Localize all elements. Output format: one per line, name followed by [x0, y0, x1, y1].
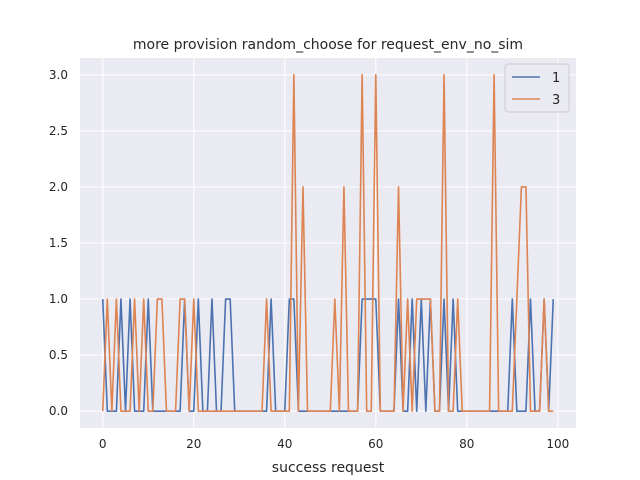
series-layer: [101, 74, 555, 412]
x-tick-label: 60: [368, 437, 383, 451]
x-tick-label: 100: [546, 437, 569, 451]
y-tick-labels: 0.0 0.5 1.0 1.5 2.0 2.5 3.0: [49, 68, 68, 418]
y-tick-label: 1.5: [49, 236, 68, 250]
y-tick-label: 2.5: [49, 124, 68, 138]
legend-label-series-3: 3: [552, 93, 560, 108]
y-tick-label: 1.0: [49, 292, 68, 306]
legend: 1 3: [504, 63, 570, 113]
x-tick-label: 20: [186, 437, 201, 451]
y-tick-label: 0.0: [49, 404, 68, 418]
x-tick-label: 80: [459, 437, 474, 451]
x-tick-label: 0: [99, 437, 107, 451]
y-tick-label: 2.0: [49, 180, 68, 194]
chart-title: more provision random_choose for request…: [133, 37, 523, 53]
y-tick-label: 0.5: [49, 348, 68, 362]
series-line-3: [101, 74, 554, 412]
x-tick-label: 40: [277, 437, 292, 451]
x-axis-label: success request: [272, 460, 385, 476]
y-tick-label: 3.0: [49, 68, 68, 82]
x-tick-labels: 0 20 40 60 80 100: [99, 437, 569, 451]
legend-label-series-1: 1: [552, 71, 560, 86]
legend-box: [504, 63, 570, 113]
